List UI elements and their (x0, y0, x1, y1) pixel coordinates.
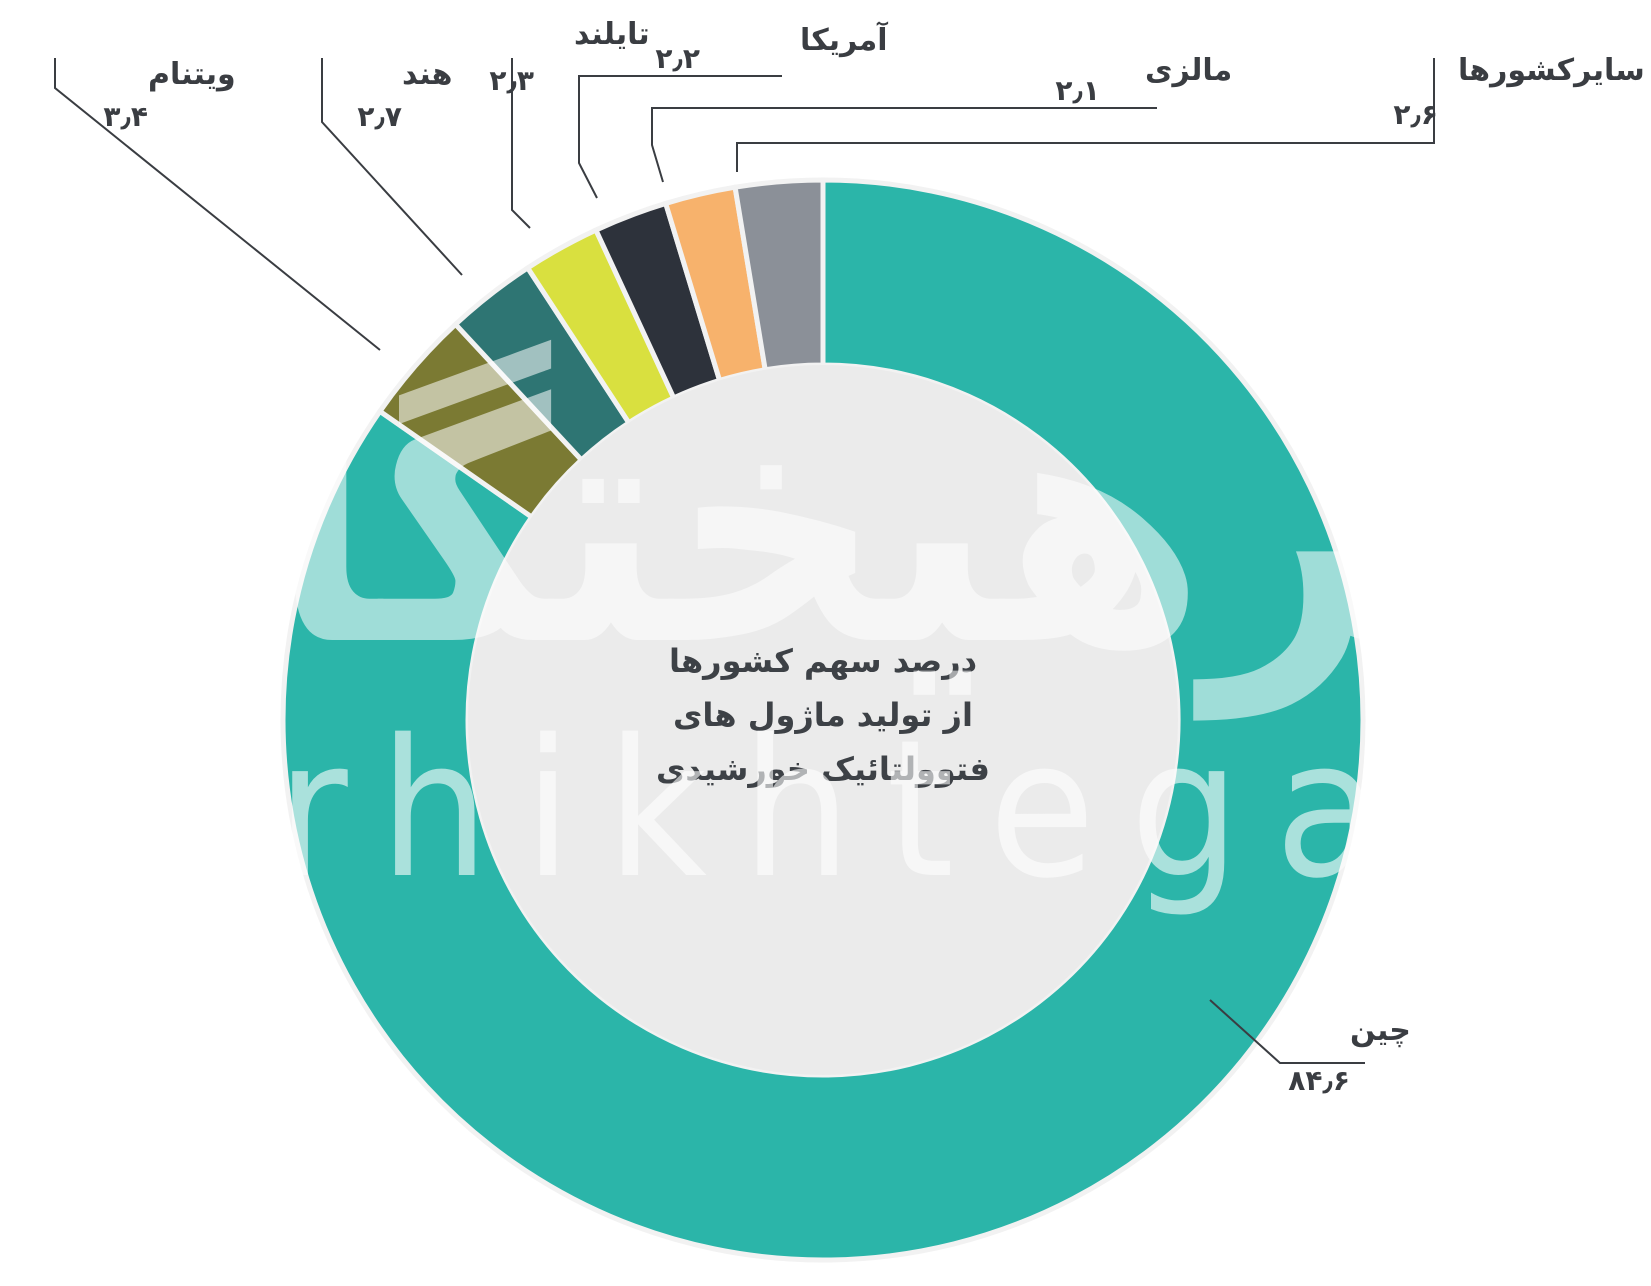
leader-line-usa (578, 75, 782, 199)
leader-line-others (736, 58, 1435, 172)
label-value-china: ۸۴٫۶ (1288, 1064, 1350, 1097)
label-value-malaysia: ۲٫۱ (1055, 74, 1100, 107)
donut-center-disc (468, 365, 1178, 1075)
watermark-latin: farhikhtegan (40, 699, 1560, 920)
label-name-thailand: تایلند (574, 17, 650, 52)
leader-lines (54, 58, 1435, 1064)
leader-line-china (1209, 999, 1365, 1064)
leader-line-malaysia (651, 107, 1157, 183)
center-title-line-2: از تولید ماژول های (673, 696, 973, 734)
label-name-others: سایرکشورها (1458, 53, 1645, 88)
label-value-usa: ۲٫۲ (655, 42, 700, 75)
label-name-usa: آمریکا (800, 21, 888, 58)
slice-china (280, 177, 1366, 1263)
center-title-line-3: فتوولتائیک خورشیدی (656, 750, 990, 788)
label-value-others: ۲٫۶ (1393, 98, 1438, 131)
label-name-vietnam: ویتنام (148, 57, 236, 92)
leader-line-vietnam (54, 58, 381, 351)
center-title-line-1: درصد سهم کشورها (669, 642, 977, 680)
watermark-persian: فرهیختگان (20, 334, 1580, 723)
label-name-india: هند (402, 57, 452, 92)
leader-line-india (321, 58, 463, 276)
label-name-china: چین (1350, 1013, 1411, 1048)
label-name-malaysia: مالزی (1145, 53, 1232, 88)
label-value-thailand: ۲٫۳ (489, 64, 534, 97)
label-value-vietnam: ۳٫۴ (103, 100, 148, 133)
leader-line-thailand (511, 58, 531, 229)
label-value-india: ۲٫۷ (357, 100, 402, 133)
